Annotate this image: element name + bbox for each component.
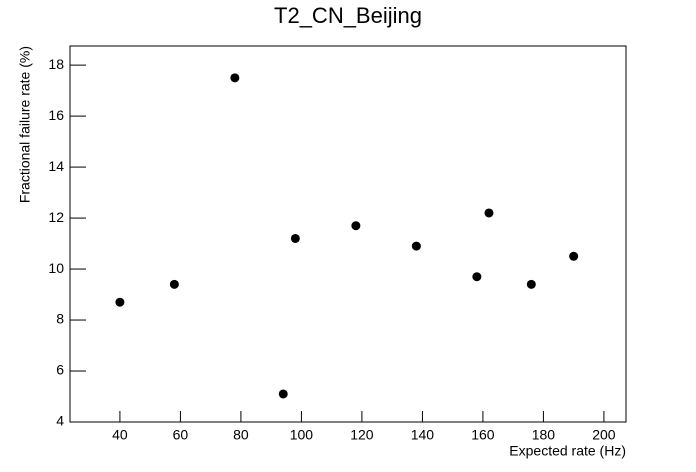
y-tick-label: 12 bbox=[48, 209, 64, 225]
point bbox=[484, 208, 494, 218]
point bbox=[351, 221, 361, 231]
x-tick-label: 180 bbox=[532, 427, 556, 443]
point bbox=[290, 233, 300, 243]
point bbox=[169, 279, 179, 289]
y-axis-label: Fractional failure rate (%) bbox=[17, 46, 33, 203]
chart-title: T2_CN_Beijing bbox=[274, 3, 422, 28]
x-tick-label: 200 bbox=[592, 427, 616, 443]
x-tick-label: 80 bbox=[233, 427, 249, 443]
point bbox=[526, 279, 536, 289]
y-tick-label: 10 bbox=[48, 260, 64, 276]
x-tick-label: 40 bbox=[112, 427, 128, 443]
x-tick-label: 160 bbox=[471, 427, 495, 443]
point bbox=[278, 389, 288, 399]
point bbox=[115, 297, 125, 307]
x-tick-label: 120 bbox=[350, 427, 374, 443]
point bbox=[230, 73, 240, 83]
x-axis-label: Expected rate (Hz) bbox=[509, 443, 626, 459]
point bbox=[411, 241, 421, 251]
y-tick-label: 6 bbox=[56, 362, 64, 378]
x-tick-label: 140 bbox=[411, 427, 435, 443]
y-tick-label: 14 bbox=[48, 158, 64, 174]
y-tick-label: 18 bbox=[48, 56, 64, 72]
x-tick-label: 100 bbox=[290, 427, 314, 443]
point bbox=[569, 251, 579, 261]
y-tick-label: 4 bbox=[56, 413, 64, 429]
y-tick-label: 8 bbox=[56, 311, 64, 327]
plot-frame bbox=[69, 45, 627, 423]
x-tick-label: 60 bbox=[173, 427, 189, 443]
y-tick-label: 16 bbox=[48, 107, 64, 123]
point bbox=[472, 272, 482, 282]
